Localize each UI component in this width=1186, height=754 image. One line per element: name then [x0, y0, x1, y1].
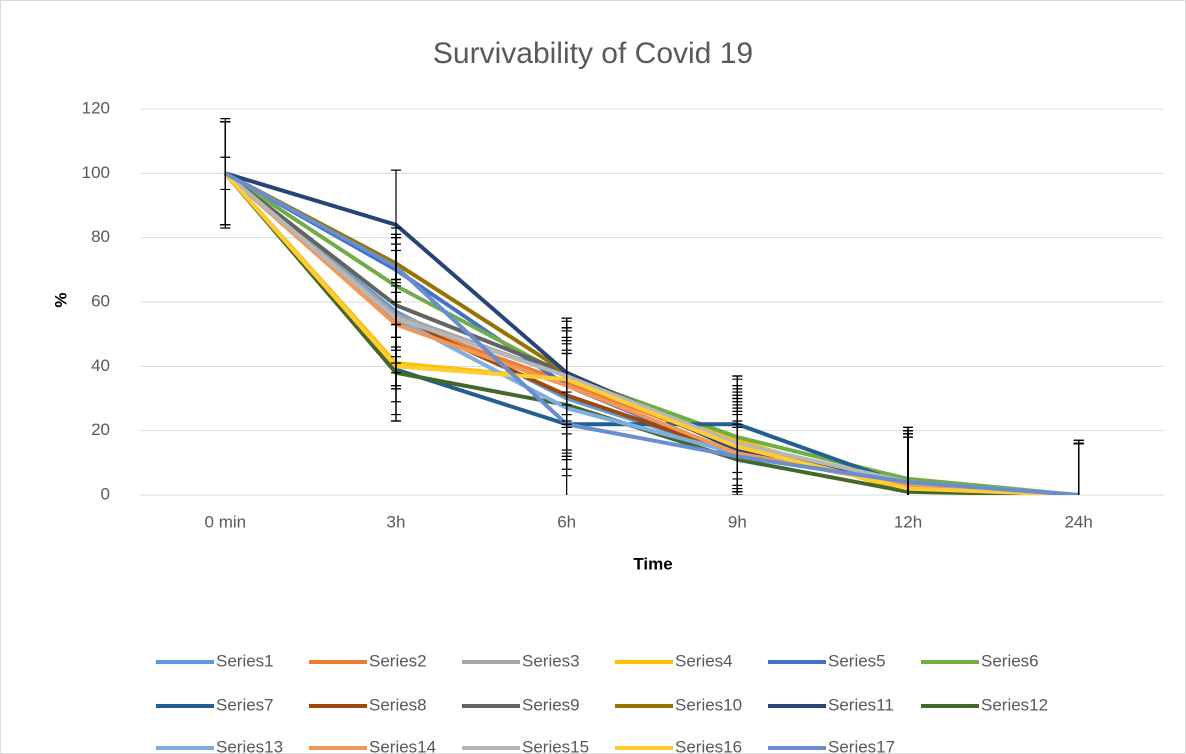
y-tick-label: 80	[91, 227, 110, 246]
legend-label: Series1	[216, 651, 274, 670]
legend-label: Series6	[981, 651, 1039, 670]
y-tick-label: 60	[91, 291, 110, 310]
y-tick-label: 120	[82, 98, 110, 117]
legend-label: Series16	[675, 737, 742, 754]
legend-label: Series17	[828, 737, 895, 754]
error-bar	[391, 346, 401, 387]
error-bar	[561, 343, 572, 495]
error-bar	[903, 430, 913, 495]
legend-label: Series10	[675, 695, 742, 714]
legend-label: Series12	[981, 695, 1048, 714]
y-tick-label: 40	[91, 356, 110, 375]
x-tick-label: 9h	[728, 512, 747, 531]
series-line	[224, 171, 1079, 495]
y-tick-label: 100	[82, 163, 110, 182]
x-tick-label: 3h	[387, 512, 406, 531]
legend-label: Series13	[216, 737, 283, 754]
legend-label: Series5	[828, 651, 886, 670]
error-bar	[220, 118, 231, 229]
x-tick-label: 12h	[894, 512, 922, 531]
x-tick-label: 6h	[557, 512, 576, 531]
series-line	[224, 171, 1079, 495]
legend-label: Series8	[369, 695, 427, 714]
error-bar	[732, 423, 743, 490]
series-line	[223, 172, 1079, 495]
y-tick-label: 0	[101, 484, 110, 503]
series-line	[224, 171, 1079, 495]
x-tick-label: 0 min	[205, 512, 247, 531]
error-bar	[1073, 442, 1084, 495]
legend-label: Series4	[675, 651, 733, 670]
legend-label: Series7	[216, 695, 274, 714]
error-bar	[391, 249, 401, 284]
legend-label: Series2	[369, 651, 427, 670]
y-tick-label: 20	[91, 420, 110, 439]
x-axis-label: Time	[633, 554, 672, 573]
legend-label: Series14	[369, 737, 436, 754]
legend-label: Series11	[828, 695, 894, 714]
chart-title: Survivability of Covid 19	[433, 37, 753, 70]
legend-label: Series3	[522, 651, 580, 670]
legend-label: Series9	[522, 695, 580, 714]
y-axis-label: %	[51, 292, 70, 307]
x-tick-label: 24h	[1064, 512, 1092, 531]
plot-area	[220, 118, 1084, 495]
legend-label: Series15	[522, 737, 589, 754]
